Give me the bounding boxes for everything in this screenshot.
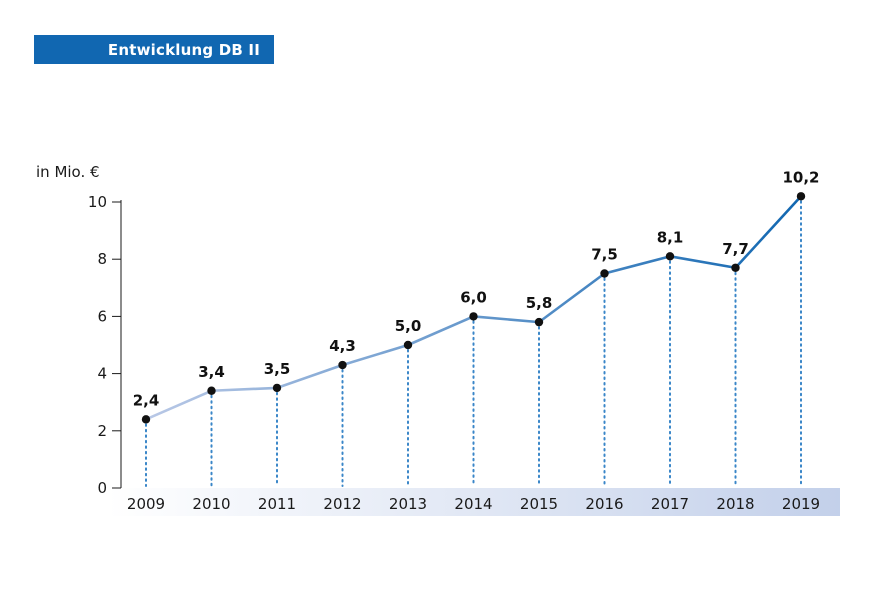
- x-tick-label: 2011: [258, 495, 296, 513]
- data-point: [731, 263, 740, 272]
- x-tick-label: 2012: [323, 495, 361, 513]
- data-label: 10,2: [782, 168, 819, 186]
- x-tick-label: 2010: [192, 495, 230, 513]
- chart-title-bar: Entwicklung DB II: [34, 35, 274, 64]
- x-tick-label: 2019: [782, 495, 820, 513]
- data-label: 2,4: [133, 391, 160, 409]
- data-point: [534, 317, 544, 327]
- x-tick-label: 2016: [585, 495, 623, 513]
- data-label: 7,5: [591, 246, 618, 264]
- data-label: 8,1: [657, 228, 684, 246]
- y-tick-label: 10: [88, 193, 107, 211]
- data-label: 7,7: [722, 240, 749, 258]
- x-tick-label: 2014: [454, 495, 492, 513]
- x-tick-label: 2013: [389, 495, 427, 513]
- series-line: [145, 195, 802, 421]
- y-tick-label: 4: [97, 365, 107, 383]
- x-tick-label: 2015: [520, 495, 558, 513]
- data-point: [469, 312, 478, 321]
- y-tick-label: 0: [97, 479, 107, 497]
- x-tick-label: 2017: [651, 495, 689, 513]
- data-point: [403, 340, 413, 350]
- y-axis-unit-label: in Mio. €: [36, 163, 100, 181]
- data-label: 4,3: [329, 337, 356, 355]
- y-tick-label: 6: [97, 307, 107, 325]
- data-point: [338, 360, 347, 370]
- data-point: [272, 383, 282, 393]
- y-tick-label: 2: [97, 422, 107, 440]
- chart-title: Entwicklung DB II: [107, 41, 260, 59]
- data-point: [141, 415, 151, 424]
- data-label: 6,0: [460, 288, 487, 306]
- y-tick-label: 8: [97, 250, 107, 268]
- data-point: [796, 192, 806, 201]
- data-label: 5,0: [395, 317, 422, 335]
- data-point: [207, 386, 216, 395]
- data-label: 3,4: [198, 363, 225, 381]
- x-tick-label: 2018: [716, 495, 754, 513]
- data-label: 5,8: [526, 294, 553, 312]
- x-tick-label: 2009: [127, 495, 165, 513]
- data-point: [600, 269, 609, 278]
- x-axis-band: [108, 488, 840, 516]
- data-point: [665, 252, 675, 261]
- data-label: 3,5: [264, 360, 291, 378]
